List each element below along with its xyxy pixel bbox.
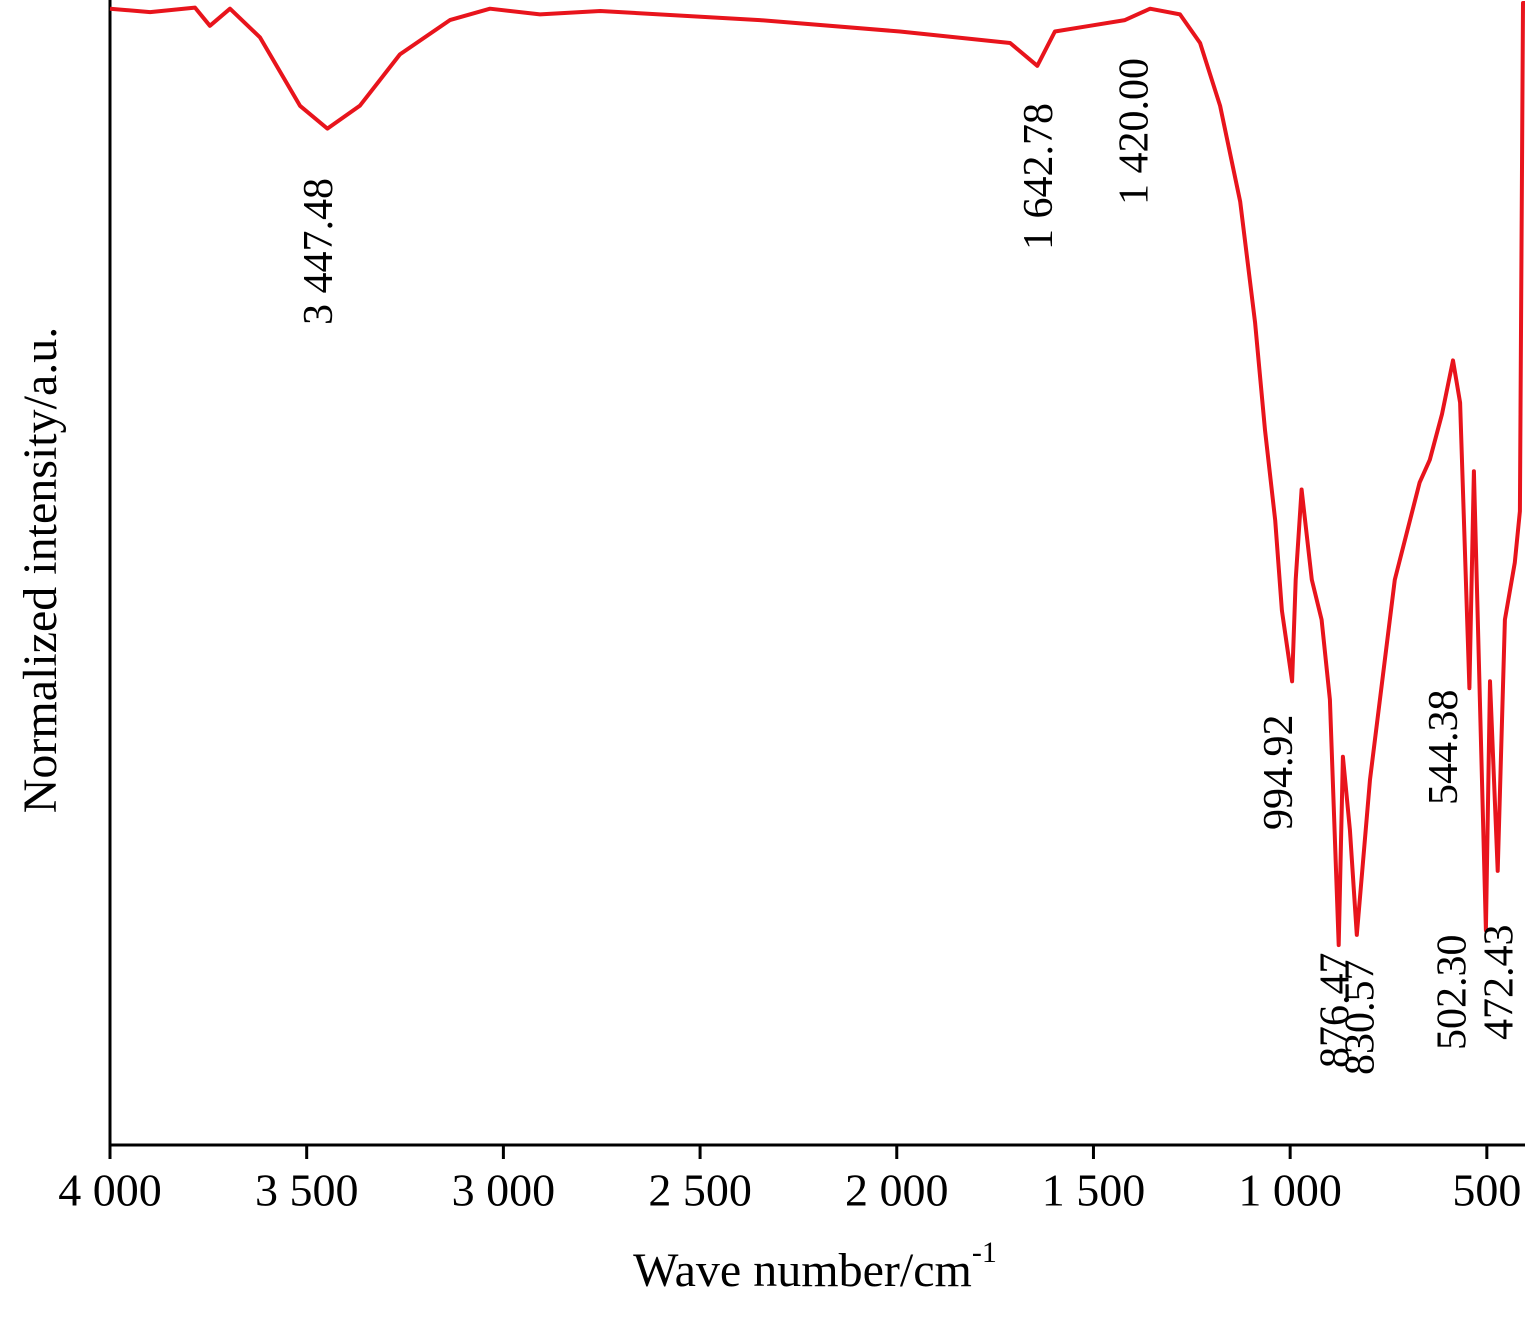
x-tick-label: 3 000 xyxy=(452,1165,556,1216)
x-tick-label: 1 000 xyxy=(1238,1165,1342,1216)
spectrum-line xyxy=(109,1,1525,948)
y-axis-label: Normalized intensity/a.u. xyxy=(14,327,67,814)
peak-label: 830.57 xyxy=(1337,960,1383,1076)
x-axis-label-main: Wave number/cm xyxy=(633,1244,972,1297)
x-axis-label-sup: -1 xyxy=(972,1236,997,1269)
x-tick-label: 2 000 xyxy=(845,1165,949,1216)
peak-label: 994.92 xyxy=(1256,715,1302,831)
x-tick-label: 500 xyxy=(1452,1165,1521,1216)
x-tick-label: 1 500 xyxy=(1042,1165,1146,1216)
x-tick-label: 3 500 xyxy=(255,1165,359,1216)
peak-label: 544.38 xyxy=(1421,690,1467,806)
peak-label: 3 447.48 xyxy=(296,178,342,325)
x-tick-label: 4 000 xyxy=(58,1165,162,1216)
x-tick-label: 2 500 xyxy=(648,1165,752,1216)
peak-label: 1 642.78 xyxy=(1016,103,1062,250)
peak-label: 502.30 xyxy=(1430,935,1476,1051)
peak-label: 472.43 xyxy=(1476,925,1522,1041)
peak-label: 1 420.00 xyxy=(1112,58,1158,205)
x-axis-label: Wave number/cm-1 xyxy=(633,1236,997,1297)
peak-label: 876.47 xyxy=(1312,953,1358,1069)
